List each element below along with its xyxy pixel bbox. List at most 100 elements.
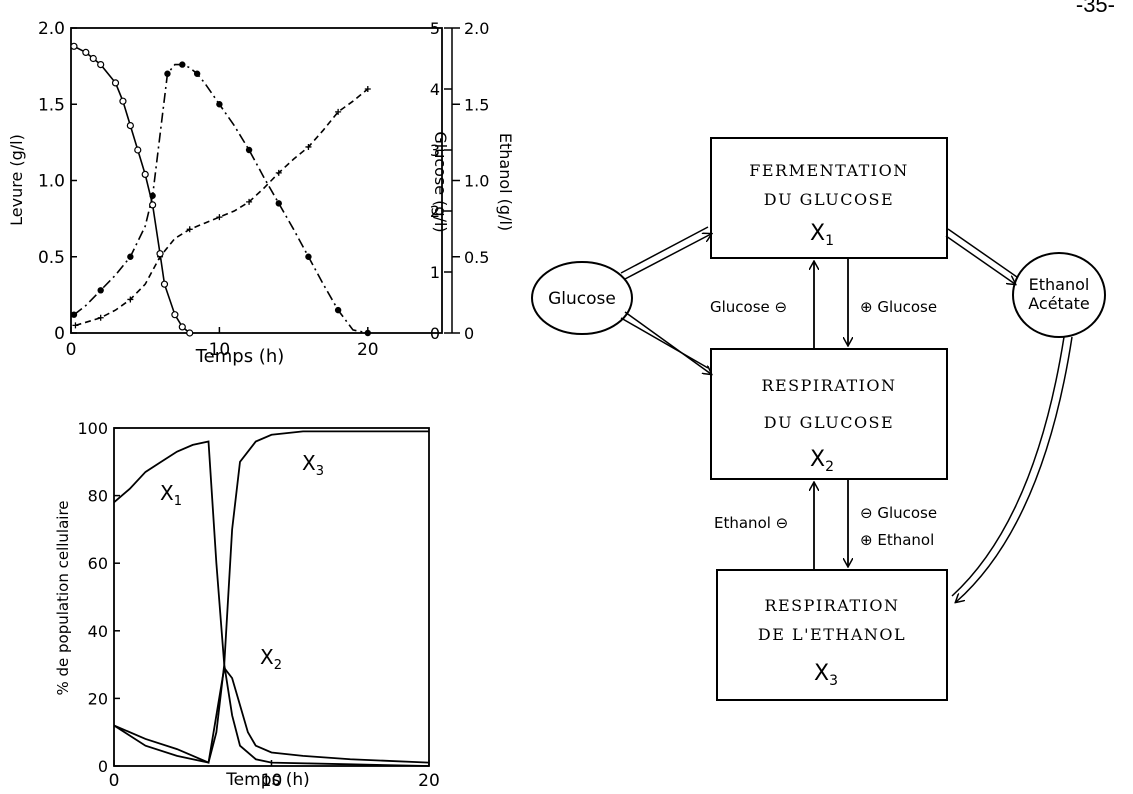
box-respiration-ethanol xyxy=(716,569,948,701)
chart2-ytick-label: 80 xyxy=(88,487,108,506)
chart1-point-glucose xyxy=(82,48,90,57)
chart1-ytick-levure-label: 2.0 xyxy=(38,19,65,39)
chart1-series xyxy=(70,42,371,337)
chart2-ytick-label: 100 xyxy=(77,419,108,438)
metabolic-diagram: FERMENTATION DU GLUCOSE X1 RESPIRATION D… xyxy=(531,137,1106,701)
chart1-ytick-ethanol-label: 0.5 xyxy=(464,248,489,267)
chart1-ytick-glucose-label: 2 xyxy=(430,202,440,221)
chart1-point-ethanol xyxy=(305,253,312,260)
chart1-point-ethanol xyxy=(179,61,186,68)
chart1-point-levure xyxy=(305,143,312,150)
chart1-ytick-levure-label: 1.0 xyxy=(38,172,65,192)
chart1-point-glucose xyxy=(126,121,134,130)
box2-line1: RESPIRATION xyxy=(761,376,896,395)
chart1-point-glucose xyxy=(149,201,157,209)
node-glucose-label: Glucose xyxy=(548,289,616,309)
chart1-point-levure xyxy=(72,322,79,329)
chart1-ytick-ethanol-label: 1.0 xyxy=(464,172,489,191)
node-ethanol-label: Ethanol xyxy=(1029,275,1090,294)
node-glucose xyxy=(531,261,633,335)
diagram-regulation-arrows xyxy=(814,258,848,570)
chart2-series-x2 xyxy=(113,665,430,764)
chart1-point-glucose xyxy=(89,54,97,63)
box2-symbol: X2 xyxy=(810,447,834,475)
chart1-point-glucose xyxy=(111,79,120,87)
box1-line2: DU GLUCOSE xyxy=(764,190,894,209)
label-glucose-minus-2: ⊖ Glucose xyxy=(860,504,937,522)
chart1-ytick-glucose-label: 4 xyxy=(430,80,440,99)
chart2-ytick-label: 20 xyxy=(88,689,108,708)
chart-population: 0 10 20 0 20 40 60 80 100 Temps (h) % de populat… xyxy=(54,419,440,791)
chart1-point-levure xyxy=(216,214,223,221)
chart2-series-x3 xyxy=(113,430,429,764)
chart1-point-glucose xyxy=(134,146,142,154)
chart1-point-glucose xyxy=(160,280,169,288)
node-ethanol-acetate xyxy=(1012,252,1106,338)
chart1-ytick-glucose-label: 1 xyxy=(430,263,440,282)
chart1-point-levure xyxy=(246,198,253,205)
node-acetate-label: Acétate xyxy=(1028,294,1090,313)
chart2-xtick-label: 0 xyxy=(109,771,120,791)
chart1-series-glucose xyxy=(73,45,191,334)
chart1-point-levure xyxy=(186,226,193,233)
chart1-ylabel-ethanol: Ethanol (g/l) xyxy=(496,133,515,231)
chart1-point-glucose xyxy=(156,250,164,258)
box2-line2: DU GLUCOSE xyxy=(764,413,894,432)
chart-kinetics: 0 10 20 0 0.5 1.0 1.5 2.0 0 1 2 3 4 5 0 0.5 1.0 1.5 2.0 Te… xyxy=(7,19,515,367)
box-fermentation-glucose xyxy=(710,137,948,259)
chart2-ytick-label: 40 xyxy=(88,622,108,641)
chart2-series-x1 xyxy=(113,440,430,767)
chart1-point-ethanol xyxy=(97,287,104,294)
chart1-xtick-label: 20 xyxy=(357,340,379,360)
chart1-series-levure xyxy=(75,88,369,327)
chart1-point-ethanol xyxy=(164,70,171,77)
box1-symbol: X1 xyxy=(810,221,834,249)
chart1-ytick-levure-label: 0.5 xyxy=(38,248,65,268)
chart1-point-ethanol xyxy=(193,70,201,77)
box-respiration-glucose xyxy=(710,348,948,480)
label-ethanol-plus: ⊕ Ethanol xyxy=(860,531,934,549)
chart1-point-ethanol xyxy=(70,311,78,318)
chart1-point-levure xyxy=(127,296,134,303)
chart1-point-ethanol xyxy=(216,101,223,108)
chart2-series-labels: X1 X2 X3 xyxy=(160,451,324,673)
chart1-point-glucose xyxy=(70,42,78,50)
chart1-ylabel-glucose: Glucose (g/l) xyxy=(431,131,450,232)
chart1-point-levure xyxy=(335,108,342,115)
chart1-xtick-label: 10 xyxy=(209,340,231,360)
chart1-ytick-levure-label: 0 xyxy=(54,324,65,344)
chart1-ticks: 0 10 20 0 0.5 1.0 1.5 2.0 0 1 2 3 4 5 0 0.5 1.0 1.5 2.0 xyxy=(38,19,490,360)
chart2-series-label-x2: X2 xyxy=(260,645,282,673)
chart1-xlabel: Temps (h) xyxy=(195,346,285,367)
chart1-point-glucose xyxy=(119,97,127,105)
box1-line1: FERMENTATION xyxy=(749,161,908,180)
chart1-point-glucose xyxy=(186,329,194,337)
chart1-ytick-ethanol-label: 2.0 xyxy=(464,19,489,38)
box3-line1: RESPIRATION xyxy=(764,596,899,615)
label-ethanol-minus: Ethanol ⊖ xyxy=(714,514,788,532)
chart1-point-glucose xyxy=(171,311,179,319)
chart1-point-levure xyxy=(97,314,104,321)
page-number: -35- xyxy=(1075,0,1115,17)
chart1-frame xyxy=(70,27,443,334)
label-glucose-plus: ⊕ Glucose xyxy=(860,298,937,316)
chart1-ytick-ethanol-label: 1.5 xyxy=(464,95,489,114)
diagram-double-arrows xyxy=(620,226,1073,602)
chart2-series-label-x3: X3 xyxy=(302,451,324,479)
chart1-ytick-glucose-label: 3 xyxy=(430,141,440,160)
chart1-point-glucose xyxy=(178,323,186,331)
chart2-series xyxy=(113,430,430,767)
chart1-point-ethanol xyxy=(127,253,134,260)
box3-symbol: X3 xyxy=(814,661,838,689)
chart1-point-ethanol xyxy=(364,329,371,337)
chart1-point-glucose xyxy=(97,60,105,69)
chart2-frame xyxy=(113,427,430,767)
chart1-ytick-levure-label: 1.5 xyxy=(38,95,65,115)
chart1-point-ethanol xyxy=(334,306,342,314)
chart2-xtick-label: 20 xyxy=(418,771,440,791)
chart1-point-glucose xyxy=(141,170,149,178)
chart1-point-ethanol xyxy=(149,192,156,199)
chart2-xlabel: Temps (h) xyxy=(225,770,310,790)
box3-line2: DE L'ETHANOL xyxy=(758,625,906,644)
